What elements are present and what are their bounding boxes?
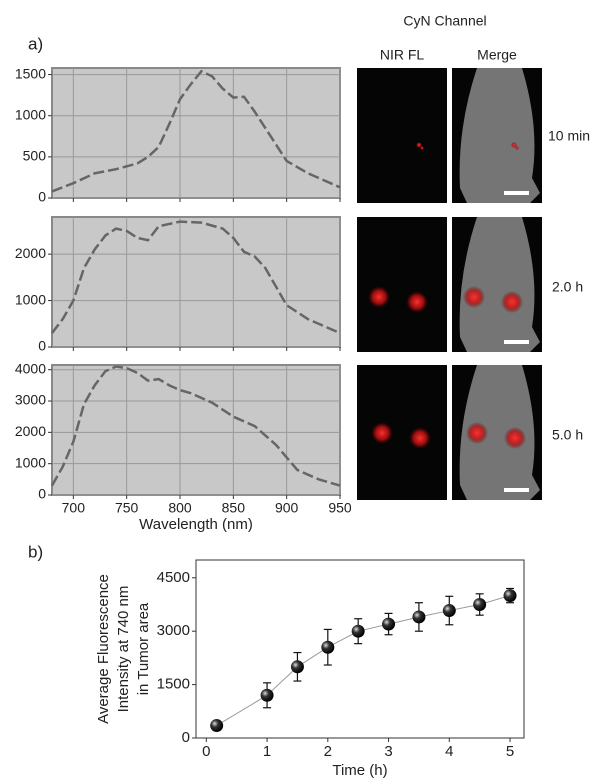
x-tick-label: 750 [115,500,139,516]
y-tick-label: 2000 [15,423,46,439]
image [357,365,447,500]
mouse-silhouette [459,217,540,352]
image [357,68,447,203]
y-tick-label: 1000 [15,106,46,122]
panel-label: a) [28,34,43,53]
spectrum-line [51,220,341,335]
x-tick-label: 850 [222,500,246,516]
data-point [382,617,396,631]
y-axis-label: Average Fluorescence [95,574,112,724]
data-point [351,624,365,638]
data-point [260,688,274,702]
data-point [412,610,426,624]
plot-area [195,559,525,739]
row-label: 2.0 h [552,279,583,295]
x-tick-label: 1 [263,743,271,760]
fluorescence [371,422,393,444]
x-tick-label: 950 [328,500,352,516]
row-label: 10 min [548,128,590,144]
image [357,217,447,352]
fluorescence [504,427,526,449]
spectrum-line [51,69,341,193]
y-tick-label: 0 [38,189,46,205]
image-title: CyN Channel [403,13,486,29]
plot-area [51,67,341,199]
y-tick-label: 0 [38,486,46,502]
x-tick-label: 0 [202,743,210,760]
x-tick-label: 5 [506,743,514,760]
scale-bar [504,488,529,492]
x-axis-label: Wavelength (nm) [139,516,253,533]
panel-label: b) [28,542,43,561]
y-tick-label: 0 [182,729,190,746]
fluorescence [406,291,428,313]
fluorescence [420,146,424,150]
x-tick-label: 700 [62,500,86,516]
fluorescence [463,286,485,308]
row-label: 5.0 h [552,427,583,443]
fluorescence [409,427,431,449]
data-point [290,660,304,674]
fluorescence [416,142,422,148]
scale-bar [504,191,529,195]
fluorescence [515,146,519,150]
x-tick-label: 900 [275,500,299,516]
y-tick-label: 1000 [15,291,46,307]
scale-bar [504,340,529,344]
y-tick-label: 1500 [157,676,190,693]
y-axis-label: in Tumor area [135,602,152,695]
fluorescence [466,422,488,444]
y-tick-label: 1000 [15,454,46,470]
fluorescence [501,291,523,313]
column-label: NIR FL [380,47,425,63]
y-tick-label: 3000 [15,392,46,408]
x-axis-label: Time (h) [332,762,387,779]
data-point [503,589,517,603]
y-tick-label: 4500 [157,569,190,586]
x-tick-label: 800 [168,500,192,516]
fluorescence [368,286,390,308]
y-tick-label: 0 [38,338,46,354]
x-tick-label: 4 [445,743,453,760]
x-tick-label: 3 [384,743,392,760]
data-point [210,719,224,733]
fluorescence [511,142,517,148]
data-point [473,598,487,611]
y-tick-label: 4000 [15,360,46,376]
plot-area [51,364,341,496]
connector-line [216,595,511,726]
plot-area [51,216,341,348]
spectrum-line [50,365,341,487]
y-tick-label: 500 [23,148,47,164]
y-tick-label: 3000 [157,622,190,639]
mouse-silhouette [459,365,540,500]
data-point [442,604,456,618]
data-point [321,640,335,654]
y-axis-label: Intensity at 740 nm [115,586,132,713]
column-label: Merge [477,47,517,63]
y-tick-label: 1500 [15,65,46,81]
x-tick-label: 2 [324,743,332,760]
y-tick-label: 2000 [15,245,46,261]
mouse-silhouette [459,68,540,203]
